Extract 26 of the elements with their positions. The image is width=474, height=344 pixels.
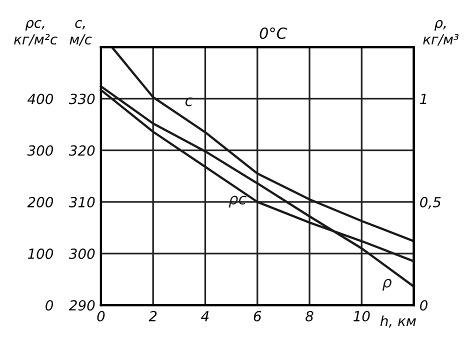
- y3-tick-label: 400: [27, 94, 54, 104]
- x-tick-label: 10: [354, 310, 370, 322]
- y3-tick-label: 300: [27, 145, 54, 156]
- y-tick-label: 320: [68, 145, 95, 156]
- x-tick-label: 0: [97, 310, 105, 322]
- y2-tick-label: 1: [420, 94, 426, 104]
- x-tick-label: 4: [201, 311, 209, 322]
- chart-title: 0°C: [260, 27, 287, 40]
- x-tick-label: 8: [306, 310, 314, 322]
- y2-axis-title: ρ, кг/м³: [423, 20, 459, 46]
- y2-tick-label: 0: [420, 300, 428, 311]
- y-tick-label: 290: [68, 300, 95, 311]
- y-tick-label: 300: [68, 248, 95, 259]
- y2-tick-label: 0,5: [420, 196, 441, 209]
- x-tick-label: 2: [148, 310, 157, 322]
- series-label: c: [185, 97, 193, 106]
- x-tick-label: 6: [254, 310, 262, 322]
- y-tick-label: 310: [68, 196, 95, 208]
- y3-axis-title: ρc, кг/м²с: [14, 20, 58, 46]
- y3-tick-label: 100: [28, 248, 54, 259]
- y-tick-label: 330: [68, 94, 95, 104]
- y-axis-title: c, м/с: [70, 20, 92, 46]
- series-label: ρ: [382, 278, 392, 291]
- y3-tick-label: 200: [27, 196, 54, 208]
- x-axis-title: h, км: [380, 315, 416, 328]
- y3-tick-label: 0: [46, 300, 54, 311]
